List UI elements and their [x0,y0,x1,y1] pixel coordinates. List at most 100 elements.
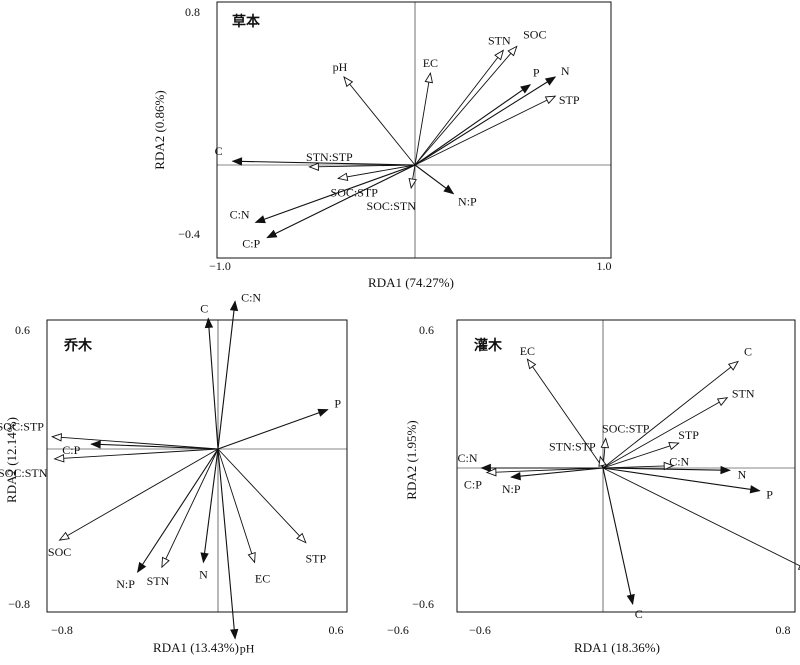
x-tick-label: −1.0 [209,259,231,273]
vector-label: N [561,64,570,78]
vector-n-p: N:P [415,165,477,209]
vector-ec: EC [415,56,438,165]
vector-label: STN [488,33,511,47]
vector-arrowhead [729,362,738,370]
vector-p: P [415,66,540,165]
x-tick-label: 0.6 [329,623,344,637]
vector-line [344,77,415,165]
vector-arrowhead [91,441,100,448]
vector-c: C [603,468,643,621]
x-tick-label: −0.8 [51,623,73,637]
vector-arrowhead [482,464,491,471]
vector-line [218,301,235,449]
vector-p: P [218,397,341,449]
vector-label: pH [333,60,348,74]
vector-arrowhead [601,439,608,448]
x-axis-label: RDA1 (74.27%) [368,275,454,290]
vector-ph: pH [218,449,255,656]
vector-label: N:P [502,482,521,496]
vector-c-n: C:N [603,455,690,470]
vector-label: STP [678,428,699,442]
vector-label: STP [559,93,580,107]
vector-label: SOC:STP [0,420,44,434]
y-axis-label: RDA2 (1.95%) [404,420,419,499]
vector-label: N [738,467,747,481]
vector-c-n: C:N [218,290,261,449]
vector-arrowhead [546,77,556,85]
vector-arrowhead [267,231,277,238]
vector-label: STN [732,387,755,401]
vector-soc-stp: SOC:STP [331,165,415,199]
vector-soc-stn: SOC:STN [0,449,218,480]
vector-label: EC [520,344,535,358]
vector-c-n: C:N [230,165,415,223]
vector-arrowhead [495,50,503,59]
vector-label: STP [305,552,326,566]
vector-label: C:P [464,478,482,492]
vector-arrowhead [309,163,318,170]
vector-label: C:N [241,290,261,304]
vector-arrowhead [669,443,679,450]
vector-line [60,449,218,540]
vector-soc: SOC [48,449,218,559]
vector-label: STN:STP [549,440,596,454]
plot-frame [217,2,611,258]
vector-arrowhead [201,553,208,562]
vector-line [415,85,530,165]
vector-stp: STP [415,93,580,165]
vector-n: N [415,64,570,165]
vector-label: N:P [458,195,477,209]
vector-arrowhead [231,629,238,638]
vector-n-p: N:P [502,468,603,496]
vector-arrowhead [233,158,242,165]
vector-arrowhead [521,85,530,93]
vector-label: SOC:STP [602,422,650,436]
vector-label: P [334,397,341,411]
vector-arrowhead [60,533,70,541]
x-tick-label: 0.8 [776,623,791,637]
x-axis-label: RDA1 (18.36%) [574,640,660,655]
vector-line [603,361,738,468]
vector-stp: STP [218,449,326,566]
y-tick-label: −0.6 [412,597,434,611]
y-tick-label: 0.6 [15,323,30,337]
vector-arrowhead [750,486,759,493]
vector-line [415,77,555,165]
vector-arrowhead [599,457,606,467]
vector-label: N:P [116,577,135,591]
vector-line [203,449,218,562]
vector-label: C:N [457,451,477,465]
vector-label: pH [240,642,255,656]
vector-label: C [200,302,208,316]
vector-arrowhead [162,558,169,568]
vector-arrowhead [138,563,146,573]
vector-arrowhead [344,77,352,86]
y-tick-label: 0.6 [419,323,434,337]
vector-label: P [533,66,540,80]
vector-label: EC [255,571,270,585]
plot-frame [47,320,347,612]
vector-arrowhead [527,359,535,368]
vector-line [603,468,633,604]
vector-label: C [215,144,223,158]
vector-arrowhead [627,594,634,604]
vector-c-p: C:P [464,468,603,492]
vector-label: SOC [523,27,546,41]
y-tick-label: −0.4 [178,227,200,241]
vector-line [415,73,430,165]
vector-arrowhead [248,553,255,563]
vector-stn-stp: STN:STP [306,150,415,170]
vector-stn-stp: STN:STP [549,440,606,468]
vector-p: P [603,468,773,502]
vector-line [256,165,415,222]
vector-soc: SOC [415,27,546,165]
vector-c: C [603,345,752,469]
vector-label: C:P [62,443,80,457]
vector-label: SOC:STN [367,199,417,213]
y-tick-label: −0.8 [8,597,30,611]
vector-line [338,165,415,178]
panel-title: 草本 [232,13,261,30]
plot-frame [457,320,795,612]
